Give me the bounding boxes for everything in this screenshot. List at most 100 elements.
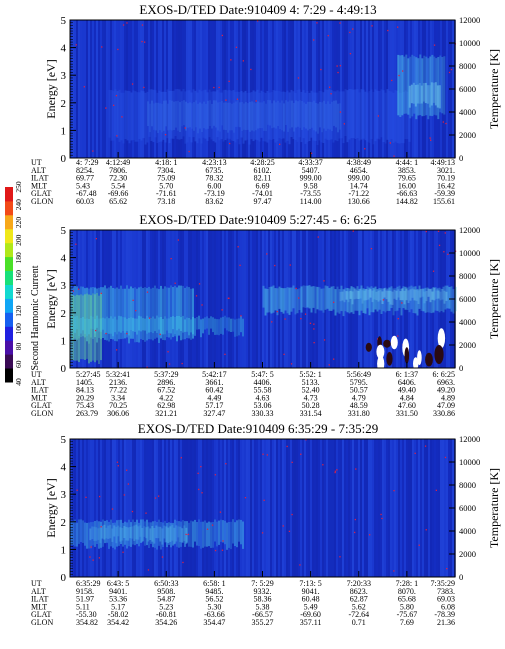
spectrogram-column	[324, 439, 326, 577]
spectrogram-intensity	[140, 286, 142, 340]
spectrogram-intensity	[92, 287, 94, 339]
spectrogram-intensity	[126, 285, 128, 338]
spectrogram-column	[438, 439, 440, 577]
table-cell: 55.58	[254, 386, 272, 395]
spectrogram-column	[440, 20, 442, 158]
spectrogram-intensity	[431, 54, 434, 117]
spectrogram-intensity	[251, 101, 253, 131]
noise-point	[184, 127, 186, 129]
noise-point	[121, 116, 123, 118]
spectrogram-column	[396, 439, 398, 577]
spectrogram-intensity	[286, 287, 289, 314]
spectrogram-intensity	[110, 316, 112, 334]
spectrogram-column	[92, 20, 94, 158]
table-cell: 6:58: 1	[203, 579, 225, 588]
spectrogram-intensity	[76, 522, 78, 547]
spectrogram-intensity	[298, 89, 301, 138]
spectrogram-column	[200, 230, 202, 368]
spectrogram-intensity	[353, 288, 356, 300]
spectrogram-intensity	[295, 100, 297, 128]
table-cell: 5.30	[207, 602, 221, 611]
spectrogram-column	[192, 20, 194, 158]
table-cell: 7383.	[437, 587, 455, 596]
spectrogram-column	[186, 439, 188, 577]
spectrogram-intensity	[218, 319, 220, 336]
spectrogram-intensity	[252, 90, 255, 142]
spectrogram-intensity	[285, 100, 287, 125]
spectrogram-intensity	[358, 92, 361, 141]
table-cell: 9401.	[109, 587, 127, 596]
spectrogram-column	[398, 230, 400, 368]
spectrogram-intensity	[328, 89, 331, 141]
table-cell: 6.00	[207, 181, 221, 190]
spectrogram-column	[252, 439, 254, 577]
spectrogram-column	[152, 230, 154, 368]
spectrogram-intensity	[78, 295, 80, 363]
spectrogram-intensity	[260, 90, 263, 138]
spectrogram-column	[336, 230, 338, 368]
spectrogram-column	[270, 439, 272, 577]
spectrogram-intensity	[109, 524, 112, 539]
spectrogram-column	[126, 230, 128, 368]
table-cell: 78.32	[205, 174, 223, 183]
spectrogram-intensity	[332, 286, 335, 310]
spectrogram-intensity	[276, 90, 279, 142]
panel-2: EXOS-D/TED Date:910409 5:27:45 - 6: 6:25…	[5, 181, 501, 418]
spectrogram-column	[172, 20, 174, 158]
spectrogram-intensity	[138, 92, 141, 139]
spectrogram-intensity	[159, 103, 161, 131]
spectrogram-intensity	[139, 525, 142, 537]
spectrogram-intensity	[90, 295, 92, 362]
spectrogram-intensity	[84, 318, 86, 334]
y-right-tick-label: 8000	[459, 271, 476, 281]
spectrogram-column	[186, 20, 188, 158]
spectrogram-intensity	[234, 319, 236, 337]
colorbar-segment	[5, 228, 13, 244]
noise-point	[432, 270, 435, 272]
spectrogram-intensity	[448, 287, 451, 309]
spectrogram-intensity	[296, 289, 299, 314]
y-right-tick-label: 0	[459, 363, 463, 373]
spectrogram-intensity	[397, 54, 400, 116]
spectrogram-column	[340, 439, 342, 577]
spectrogram-intensity	[108, 89, 111, 138]
noise-point	[317, 236, 319, 238]
spectrogram-intensity	[218, 92, 221, 141]
spectrogram-intensity	[106, 520, 108, 543]
spectrogram-column	[388, 20, 390, 158]
spectrogram-intensity	[279, 102, 281, 129]
spectrogram-column	[318, 230, 320, 368]
noise-point	[299, 564, 301, 566]
spectrogram-intensity	[270, 92, 273, 140]
spectrogram-column	[230, 439, 232, 577]
table-cell: 5.70	[159, 181, 173, 190]
spectrogram-column	[368, 439, 370, 577]
spectrogram-column	[272, 230, 274, 368]
spectrogram-column	[234, 230, 236, 368]
spectrogram-intensity	[213, 100, 215, 126]
spectrogram-intensity	[224, 315, 226, 329]
spectrogram-intensity	[320, 91, 323, 143]
spectrogram-intensity	[293, 103, 295, 132]
table-cell: 5:27:45	[76, 370, 100, 379]
noise-point	[369, 534, 371, 536]
spectrogram-column	[246, 20, 248, 158]
spectrogram-intensity	[242, 521, 244, 549]
noise-point	[339, 65, 341, 67]
spectrogram-column	[446, 230, 448, 368]
spectrogram-intensity	[275, 102, 277, 129]
spectrogram-intensity	[84, 288, 86, 338]
spectrogram-column	[228, 439, 230, 577]
spectrogram-column	[270, 20, 272, 158]
spectrogram-intensity	[384, 92, 387, 144]
spectrogram-column	[338, 20, 340, 158]
noise-point	[442, 121, 444, 123]
spectrogram-column	[228, 20, 230, 158]
noise-point	[105, 332, 107, 335]
spectrogram-column	[118, 20, 120, 158]
spectrogram-column	[220, 20, 222, 158]
spectrogram-column	[398, 439, 400, 577]
spectrogram-column	[290, 20, 292, 158]
dark-blob	[365, 342, 372, 352]
noise-point	[218, 86, 220, 89]
